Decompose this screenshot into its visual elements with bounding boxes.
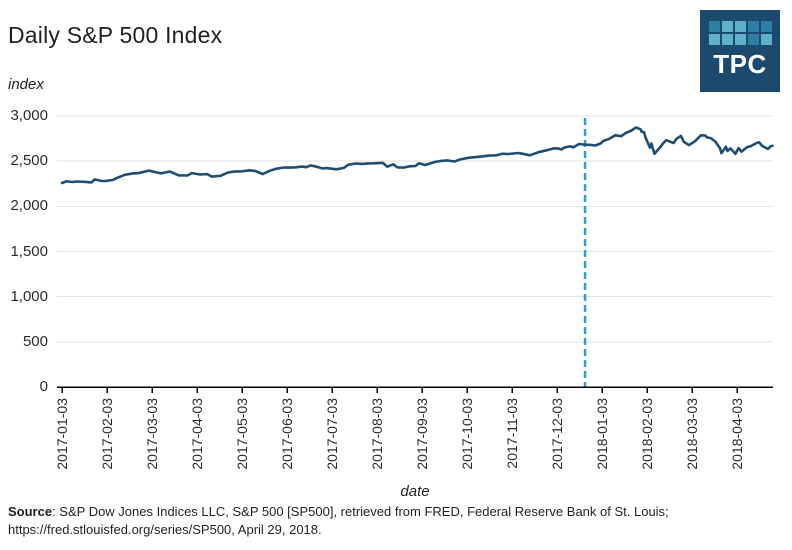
x-tick-label: 2017-03-03 [144, 398, 160, 470]
x-tick-label: 2017-02-03 [99, 398, 115, 470]
x-tick-label: 2017-01-03 [54, 398, 70, 470]
source-note: Source: S&P Dow Jones Indices LLC, S&P 5… [8, 503, 669, 539]
x-tick-label: 2017-05-03 [234, 398, 250, 470]
logo-square [708, 21, 720, 32]
tpc-logo: TPC [700, 10, 780, 92]
y-tick-label: 1,500 [10, 242, 48, 260]
logo-square [747, 34, 759, 45]
x-tick-label: 2018-04-03 [729, 398, 745, 470]
y-tick-label: 2,000 [10, 197, 48, 215]
y-tick-label: 1,000 [10, 287, 48, 305]
source-line-1: Source: S&P Dow Jones Indices LLC, S&P 5… [8, 503, 669, 521]
x-tick-label: 2017-09-03 [414, 398, 430, 470]
x-tick-label: 2017-04-03 [189, 398, 205, 470]
series-line [60, 126, 774, 185]
logo-square [747, 21, 759, 32]
page-title: Daily S&P 500 Index [8, 22, 223, 48]
logo-square [760, 21, 772, 32]
chart-svg [57, 115, 774, 393]
x-tick-label: 2017-11-03 [504, 398, 520, 469]
logo-square [760, 34, 772, 45]
x-tick-label: 2017-10-03 [459, 398, 475, 470]
logo-text: TPC [713, 49, 767, 79]
source-text: : S&P Dow Jones Indices LLC, S&P 500 [SP… [52, 504, 669, 519]
x-tick-label: 2017-06-03 [279, 398, 295, 470]
x-tick-label: 2017-12-03 [549, 398, 565, 470]
y-tick-label: 500 [22, 332, 48, 350]
logo-square [734, 34, 746, 45]
x-tick-label: 2018-02-03 [639, 398, 655, 470]
logo-square [734, 21, 746, 32]
y-axis-title: index [8, 76, 44, 93]
source-label: Source [8, 504, 53, 519]
y-tick-label: 0 [39, 378, 48, 395]
x-tick-label: 2017-07-03 [324, 398, 340, 470]
source-line-2: https://fred.stlouisfed.org/series/SP500… [8, 522, 322, 537]
x-tick-label: 2018-01-03 [594, 398, 610, 470]
logo-grid-icon [708, 21, 772, 45]
logo-square [721, 21, 733, 32]
y-tick-label: 2,500 [10, 152, 48, 170]
x-tick-label: 2018-03-03 [684, 398, 700, 470]
y-tick-label: 3,000 [10, 107, 48, 124]
logo-square [708, 34, 720, 45]
logo-square [721, 34, 733, 45]
x-axis-title: date [400, 483, 430, 500]
x-tick-label: 2017-08-03 [369, 398, 385, 470]
